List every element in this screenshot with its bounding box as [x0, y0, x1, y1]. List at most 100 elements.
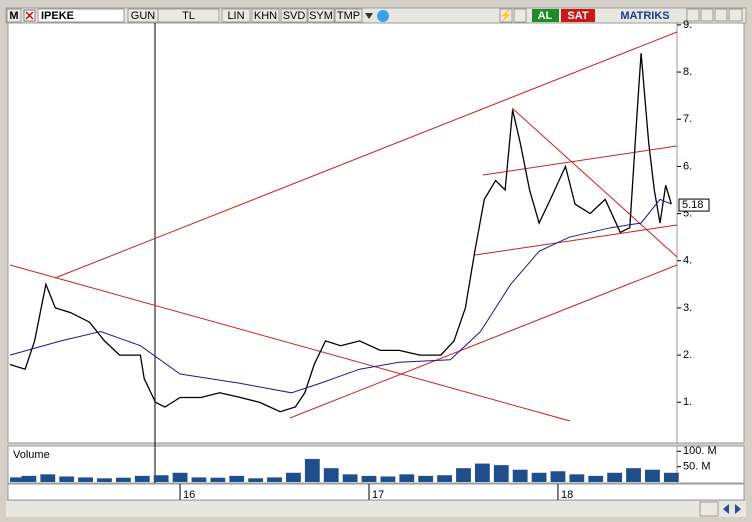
volume-bar [550, 471, 566, 482]
icon-button[interactable] [499, 8, 513, 23]
toolbar-button-label: TL [182, 10, 195, 22]
toolbar-button[interactable] [157, 8, 220, 23]
toolbar-button-label: SYM [309, 10, 333, 22]
volume-bar [512, 469, 528, 482]
checkbox-mark [25, 11, 34, 20]
volume-bar [569, 474, 585, 482]
time-axis [7, 483, 745, 501]
volume-bar [304, 458, 320, 482]
toolbar-button-label: KHN [254, 10, 277, 22]
volume-title: Volume [13, 449, 50, 461]
window-restore[interactable] [700, 8, 714, 22]
toolbar-button[interactable] [251, 8, 280, 23]
sell-button[interactable] [561, 9, 595, 22]
y-tick-label: 1. [683, 396, 692, 408]
window-maximize[interactable] [714, 8, 728, 22]
symbol-box[interactable] [37, 8, 125, 23]
y-tick-label: 8. [683, 66, 692, 78]
symbol: IPEKE [41, 10, 74, 22]
y-tick-label: 100. M [683, 445, 717, 457]
scroll-right[interactable] [735, 504, 741, 514]
twitter-icon[interactable] [377, 10, 389, 22]
volume-bar [626, 468, 641, 482]
toolbar-button-label: TMP [337, 10, 360, 22]
last-price-box [678, 198, 710, 212]
menu-button[interactable] [6, 8, 22, 23]
volume-bar [78, 477, 93, 482]
volume-bar [210, 477, 226, 482]
brand: MATRIKS [620, 10, 669, 22]
volume-bar [380, 476, 396, 482]
icon-button[interactable] [513, 8, 527, 23]
toolbar-button[interactable] [334, 8, 363, 23]
status-bar [6, 501, 746, 517]
y-tick-label: 5. [683, 207, 692, 219]
menu-label: M [9, 10, 18, 22]
volume-bar [267, 477, 282, 482]
sell-label: SAT [567, 10, 588, 22]
volume-bar [248, 478, 264, 482]
icon-glyph: ⚡ [499, 9, 513, 22]
trend-line [289, 264, 678, 419]
volume-bar [588, 475, 604, 482]
x-tick-label: 18 [561, 489, 573, 501]
toolbar-button-label: LIN [227, 10, 244, 22]
volume-bar [474, 463, 490, 482]
y-tick-label: 7. [683, 113, 692, 125]
volume-bar [286, 472, 301, 482]
volume-bar [115, 477, 131, 482]
toolbar-button-label: GUN [131, 10, 156, 22]
trend-line [511, 107, 678, 258]
price-panel [7, 22, 745, 444]
y-tick-label: 6. [683, 160, 692, 172]
volume-bar [97, 478, 112, 482]
volume-bar [663, 472, 679, 482]
volume-bar [10, 477, 25, 482]
volume-bar [456, 468, 471, 482]
buy-button[interactable] [532, 9, 559, 22]
volume-bar [153, 475, 169, 482]
x-tick-label: 16 [183, 489, 195, 501]
trend-line [9, 264, 571, 422]
volume-bar [607, 472, 623, 482]
volume-bar [40, 474, 56, 482]
trend-line [54, 31, 678, 279]
volume-bar [399, 474, 415, 482]
volume-bar [229, 475, 245, 482]
toolbar-button[interactable] [280, 8, 308, 23]
x-tick-label: 17 [372, 489, 384, 501]
trend-lines [9, 31, 678, 422]
y-tick-label: 2. [683, 349, 692, 361]
volume-bar [418, 475, 434, 482]
volume-bar [361, 475, 377, 482]
volume-bar [493, 465, 509, 482]
toolbar-button[interactable] [307, 8, 335, 23]
volume-bar [59, 476, 75, 482]
volume-bar [21, 475, 37, 482]
volume-bar [134, 475, 150, 482]
price-line [9, 198, 672, 394]
y-tick-label: 50. M [683, 461, 711, 473]
scroll-left[interactable] [723, 504, 729, 514]
y-tick-label: 4. [683, 255, 692, 267]
trend-line [482, 145, 678, 176]
price-line [9, 53, 672, 413]
volume-bar [531, 472, 547, 482]
window-close[interactable] [728, 8, 743, 22]
volume-bar [342, 474, 358, 482]
last-price-label: 5.18 [682, 199, 703, 211]
dropdown[interactable] [365, 13, 373, 19]
window-minimize[interactable] [686, 8, 700, 22]
volume-bar [645, 469, 660, 482]
volume-bar [323, 468, 339, 482]
volume-bar [437, 475, 453, 482]
trend-line [474, 224, 678, 256]
volume-bar [191, 477, 207, 482]
toolbar-button[interactable] [221, 8, 251, 23]
buy-label: AL [538, 10, 553, 22]
y-tick-label: 9. [683, 19, 692, 31]
toolbar-button-label: SVD [283, 10, 306, 22]
refresh-button[interactable] [699, 501, 719, 517]
volume-bar [172, 472, 188, 482]
